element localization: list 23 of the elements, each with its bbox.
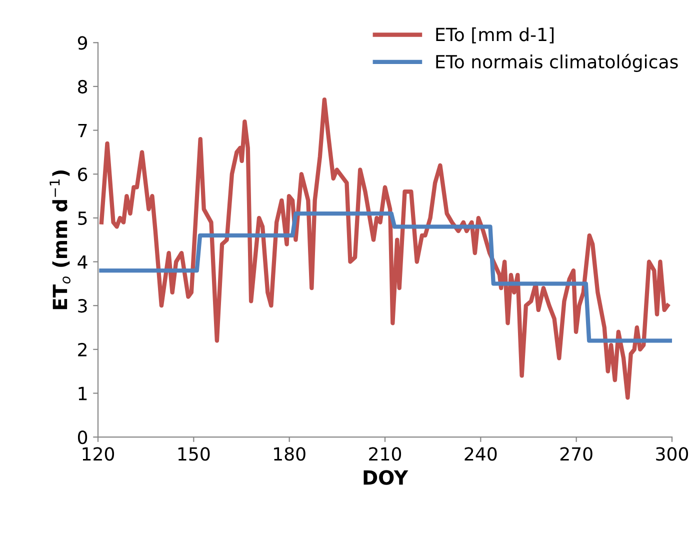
legend-label: ETo [mm d-1] xyxy=(436,27,554,44)
x-tick-label: 180 xyxy=(274,447,306,461)
y-axis-title: ET$_{o}$ (mm d$^{−1}$) xyxy=(50,170,70,310)
x-axis-title: DOY xyxy=(364,470,408,485)
line-series xyxy=(99,98,670,400)
y-tick-label: 1 xyxy=(78,386,87,400)
x-tick-label: 210 xyxy=(369,447,402,461)
y-tick-label: 2 xyxy=(78,342,86,356)
x-tick-label: 120 xyxy=(82,447,114,461)
y-tick-label: 8 xyxy=(78,80,88,94)
x-tick-label: 270 xyxy=(560,447,592,461)
y-tick-label: 9 xyxy=(78,36,88,50)
y-tick-label: 3 xyxy=(78,299,87,313)
y-tick-label: 5 xyxy=(78,212,87,226)
y-tick-label: 6 xyxy=(78,168,88,182)
y-tick-label: 0 xyxy=(78,430,88,444)
x-tick-label: 240 xyxy=(464,447,497,461)
legend-label: ETo normais climatológicas xyxy=(436,54,678,72)
line-series xyxy=(99,211,672,343)
y-tick-label: 7 xyxy=(78,124,87,138)
y-tick-label: 4 xyxy=(78,255,88,269)
x-tick-label: 300 xyxy=(656,447,688,461)
x-tick-label: 150 xyxy=(178,447,210,461)
